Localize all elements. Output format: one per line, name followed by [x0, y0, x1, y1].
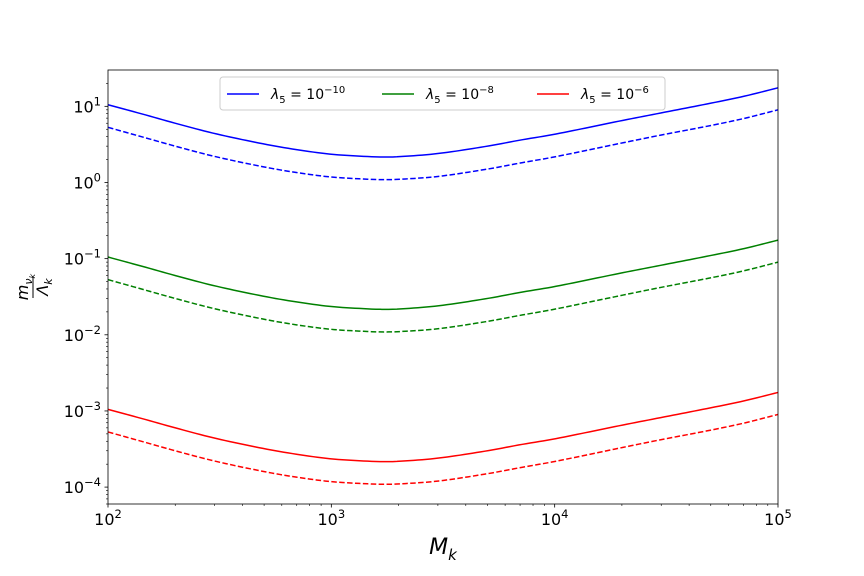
- plot-area: [108, 70, 778, 504]
- series-line-4-solid: [107, 391, 779, 463]
- legend: λ5 = 10−10 λ5 = 10−8 λ5 = 10−6: [219, 76, 666, 111]
- series-line-2-solid: [107, 239, 779, 311]
- legend-label: λ5 = 10−8: [425, 85, 494, 106]
- y-axis-label: mνk Λk: [13, 273, 55, 300]
- y-tick-label: 101: [73, 94, 101, 116]
- series-line-5-dashed: [107, 413, 779, 486]
- series-line-3-dashed: [107, 261, 779, 333]
- y-tick-label: 10−3: [64, 399, 101, 421]
- legend-frame: [219, 76, 666, 111]
- legend-label: λ5 = 10−10: [270, 85, 345, 106]
- y-tick-label: 10−1: [64, 247, 101, 269]
- series-line-0-solid: [107, 87, 779, 158]
- legend-entries: λ5 = 10−10 λ5 = 10−8 λ5 = 10−6: [227, 85, 649, 106]
- y-tick-label: 10−2: [64, 323, 101, 345]
- y-tick-label: 10−4: [64, 475, 101, 497]
- x-tick-label: 102: [94, 507, 122, 529]
- x-tick-label: 104: [541, 507, 569, 529]
- x-tick-label: 103: [317, 507, 345, 529]
- y-tick-label: 100: [73, 170, 101, 192]
- series-line-1-dashed: [107, 109, 779, 181]
- plot-frame: [107, 69, 779, 505]
- major-ticks: 102 103 104 105 10−4 10−3 10−2 10−1 100 101: [64, 94, 792, 529]
- series-layer: [107, 87, 779, 486]
- x-axis-label: Mk: [429, 535, 458, 564]
- y-axis-label-denominator: Λk: [33, 278, 55, 298]
- legend-label: λ5 = 10−6: [580, 85, 649, 106]
- y-axis-label-numerator: mνk: [13, 273, 37, 300]
- x-tick-label: 105: [764, 507, 792, 529]
